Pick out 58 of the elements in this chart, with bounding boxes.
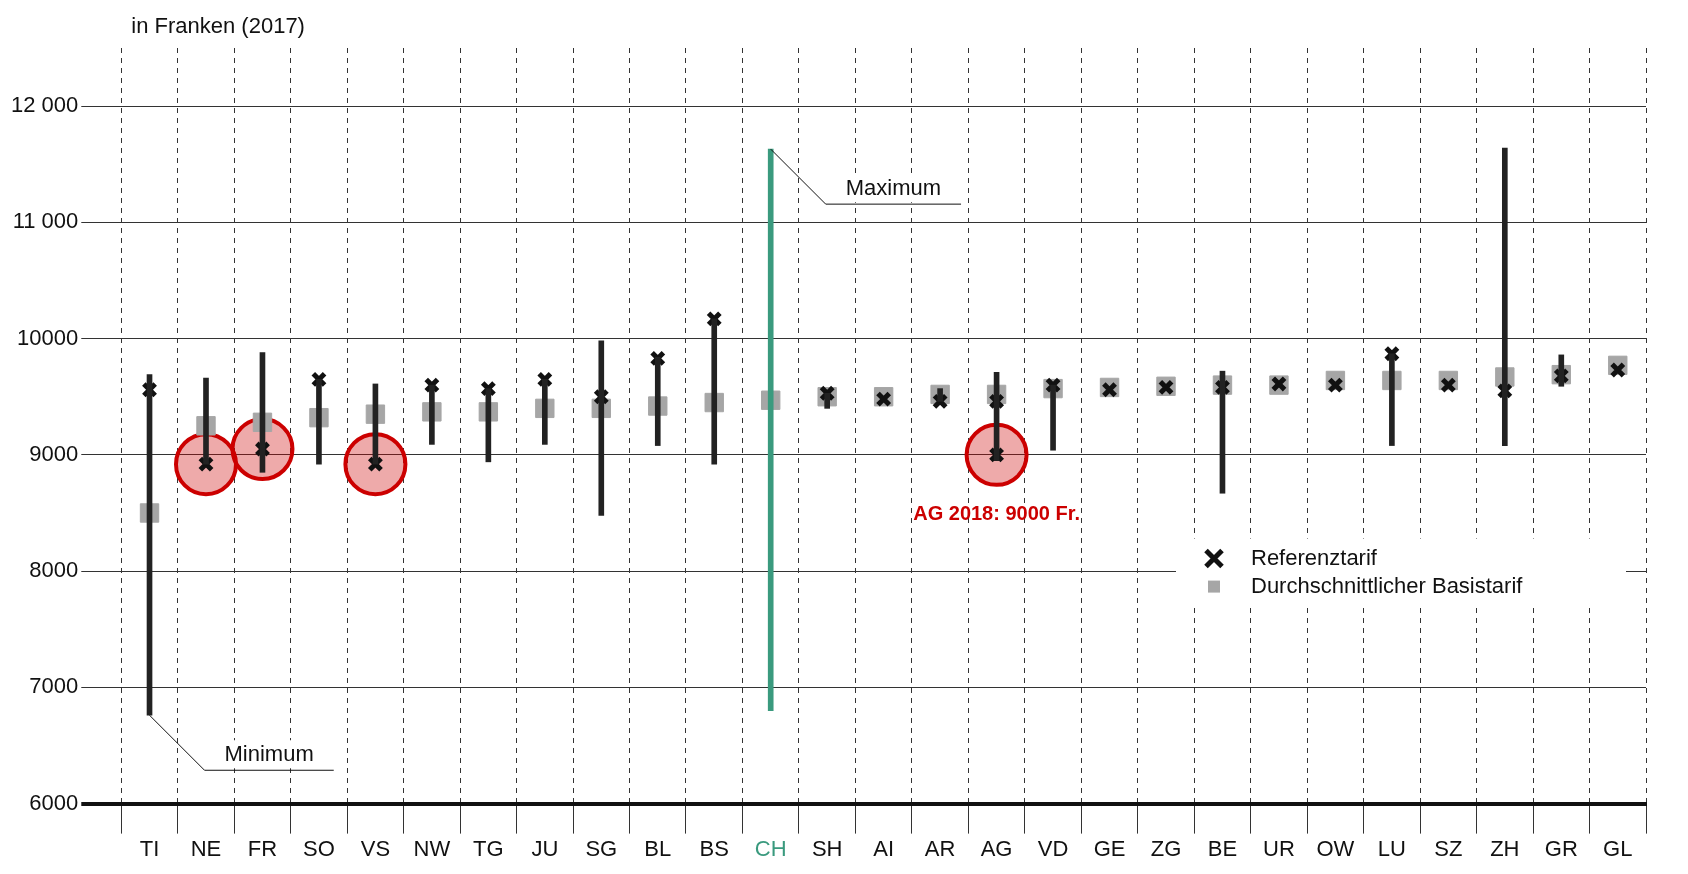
x-tick-label: BE bbox=[1207, 835, 1238, 861]
bar bbox=[541, 378, 548, 445]
bar bbox=[711, 318, 718, 465]
y-tick-label: 11 000 bbox=[12, 208, 79, 234]
bar bbox=[1558, 354, 1565, 387]
bar bbox=[767, 148, 774, 711]
bar bbox=[1050, 384, 1056, 451]
x-tick-label: SZ bbox=[1434, 835, 1463, 861]
point bbox=[931, 393, 949, 410]
x-tick-label: ZH bbox=[1490, 835, 1520, 861]
bar bbox=[598, 340, 605, 516]
point bbox=[819, 385, 836, 402]
x-tick-label: AG bbox=[980, 835, 1013, 861]
x-tick-label: OW bbox=[1316, 835, 1355, 861]
annotation: Minimum bbox=[224, 741, 314, 767]
annotation: Maximum bbox=[845, 175, 942, 201]
y-tick-label: 12 000 bbox=[10, 92, 79, 118]
x-tick-label: FR bbox=[247, 835, 278, 861]
x-tick-label: GR bbox=[1544, 835, 1578, 861]
bar bbox=[824, 392, 830, 409]
x-tick-label: BL bbox=[644, 835, 672, 861]
legend-label: Durchschnittlicher Basistarif bbox=[1251, 572, 1524, 598]
x-tick-label: ZG bbox=[1150, 835, 1182, 861]
legend-label: Referenztarif bbox=[1251, 544, 1378, 570]
x-tick-label: TG bbox=[473, 835, 504, 861]
bar bbox=[1389, 353, 1395, 446]
bar bbox=[654, 356, 661, 446]
point bbox=[1440, 376, 1457, 394]
bar bbox=[316, 378, 322, 465]
x-tick-label: NE bbox=[190, 835, 222, 861]
x-tick-label: GL bbox=[1603, 835, 1633, 861]
point bbox=[1327, 376, 1344, 394]
bar bbox=[429, 384, 435, 445]
bar bbox=[1501, 147, 1508, 446]
x-tick-label: BS bbox=[699, 835, 729, 861]
x-tick-label: SO bbox=[303, 835, 335, 861]
point bbox=[1609, 361, 1626, 379]
x-tick-label: SH bbox=[811, 835, 843, 861]
annotation: AG 2018: 9000 Fr. bbox=[913, 502, 1080, 525]
y-tick-label: 6000 bbox=[29, 789, 79, 815]
bar bbox=[203, 377, 209, 465]
y-axis-title: in Franken (2017) bbox=[131, 13, 305, 39]
x-tick-label: TI bbox=[139, 835, 160, 861]
x-tick-label: AI bbox=[873, 835, 895, 861]
y-tick-label: 9000 bbox=[29, 440, 79, 466]
x-tick-label: VS bbox=[360, 835, 391, 861]
x-tick-label: UR bbox=[1263, 835, 1295, 861]
x-tick-label: NW bbox=[413, 835, 451, 861]
x-tick-label: SG bbox=[585, 835, 618, 861]
y-tick-label: 8000 bbox=[29, 557, 79, 583]
x-tick-label: JU bbox=[531, 835, 559, 861]
y-tick-label: 10000 bbox=[17, 324, 79, 350]
x-tick-label: AR bbox=[924, 835, 956, 861]
x-tick-label: LU bbox=[1377, 835, 1406, 861]
x-tick-label: GE bbox=[1093, 835, 1126, 861]
y-tick-label: 7000 bbox=[29, 673, 79, 699]
x-tick-label: CH bbox=[754, 835, 787, 861]
x-tick-label: VD bbox=[1037, 835, 1069, 861]
